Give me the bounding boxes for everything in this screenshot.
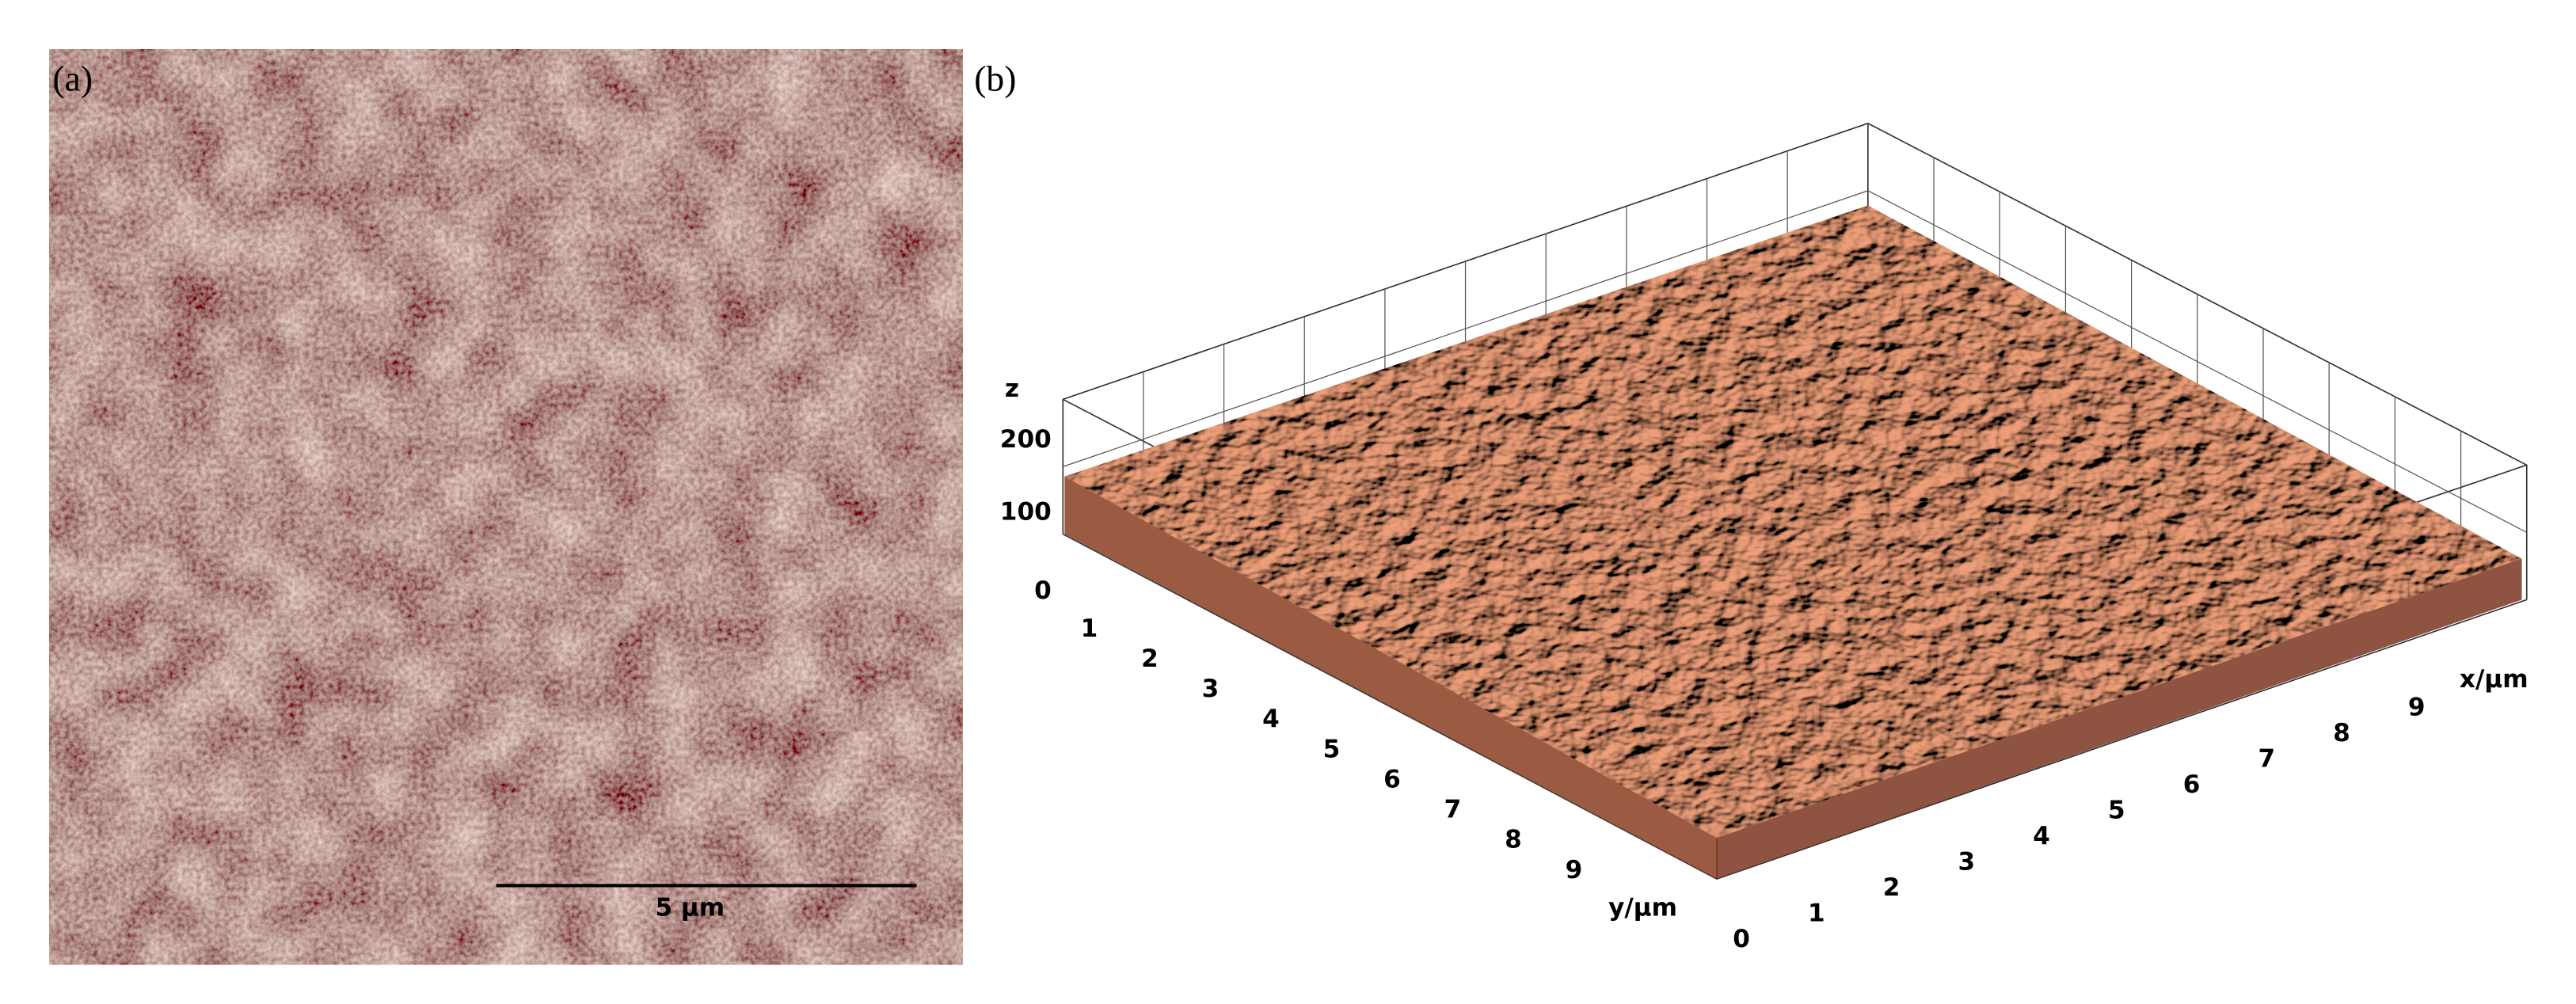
y-tick-label: 5 [1323,735,1341,763]
z-tick-label: 100 [1000,497,1052,526]
y-tick-label: 7 [1444,796,1462,824]
x-tick-label: 1 [1808,899,1825,927]
micrograph [49,49,963,965]
x-tick-label: 4 [2033,822,2050,850]
panel-label: (a) [52,58,93,98]
surface [1064,205,2522,839]
y-tick-label: 4 [1262,705,1280,733]
y-tick-label: 2 [1141,645,1159,673]
x-tick-label: 2 [1883,873,1901,902]
z-tick-label: 200 [1000,425,1052,454]
x-label: x/μm [2460,665,2528,694]
grid-line [1063,190,2528,533]
z-tick-label: 0 [1034,576,1052,605]
z-label: z [1005,375,1019,403]
y-tick-label: 9 [1566,856,1583,884]
x-tick-label: 9 [2408,693,2426,721]
surface-side [1716,558,2522,880]
y-tick-label: 8 [1505,826,1522,854]
x-tick-label: 8 [2333,719,2350,747]
x-tick-label: 6 [2183,770,2201,799]
surface-side [1064,476,1717,880]
y-tick-label: 3 [1202,675,1220,703]
scale-bar-label: 5 μm [655,893,725,922]
x-tick-label: 0 [1733,925,1750,953]
y-tick-label: 6 [1383,765,1401,793]
y-tick-label: 1 [1081,614,1098,643]
y-label: y/μm [1608,893,1677,922]
x-tick-label: 5 [2108,796,2125,824]
panel-label: (b) [974,58,1016,98]
x-tick-label: 7 [2258,744,2275,773]
x-tick-label: 3 [1958,847,1975,876]
